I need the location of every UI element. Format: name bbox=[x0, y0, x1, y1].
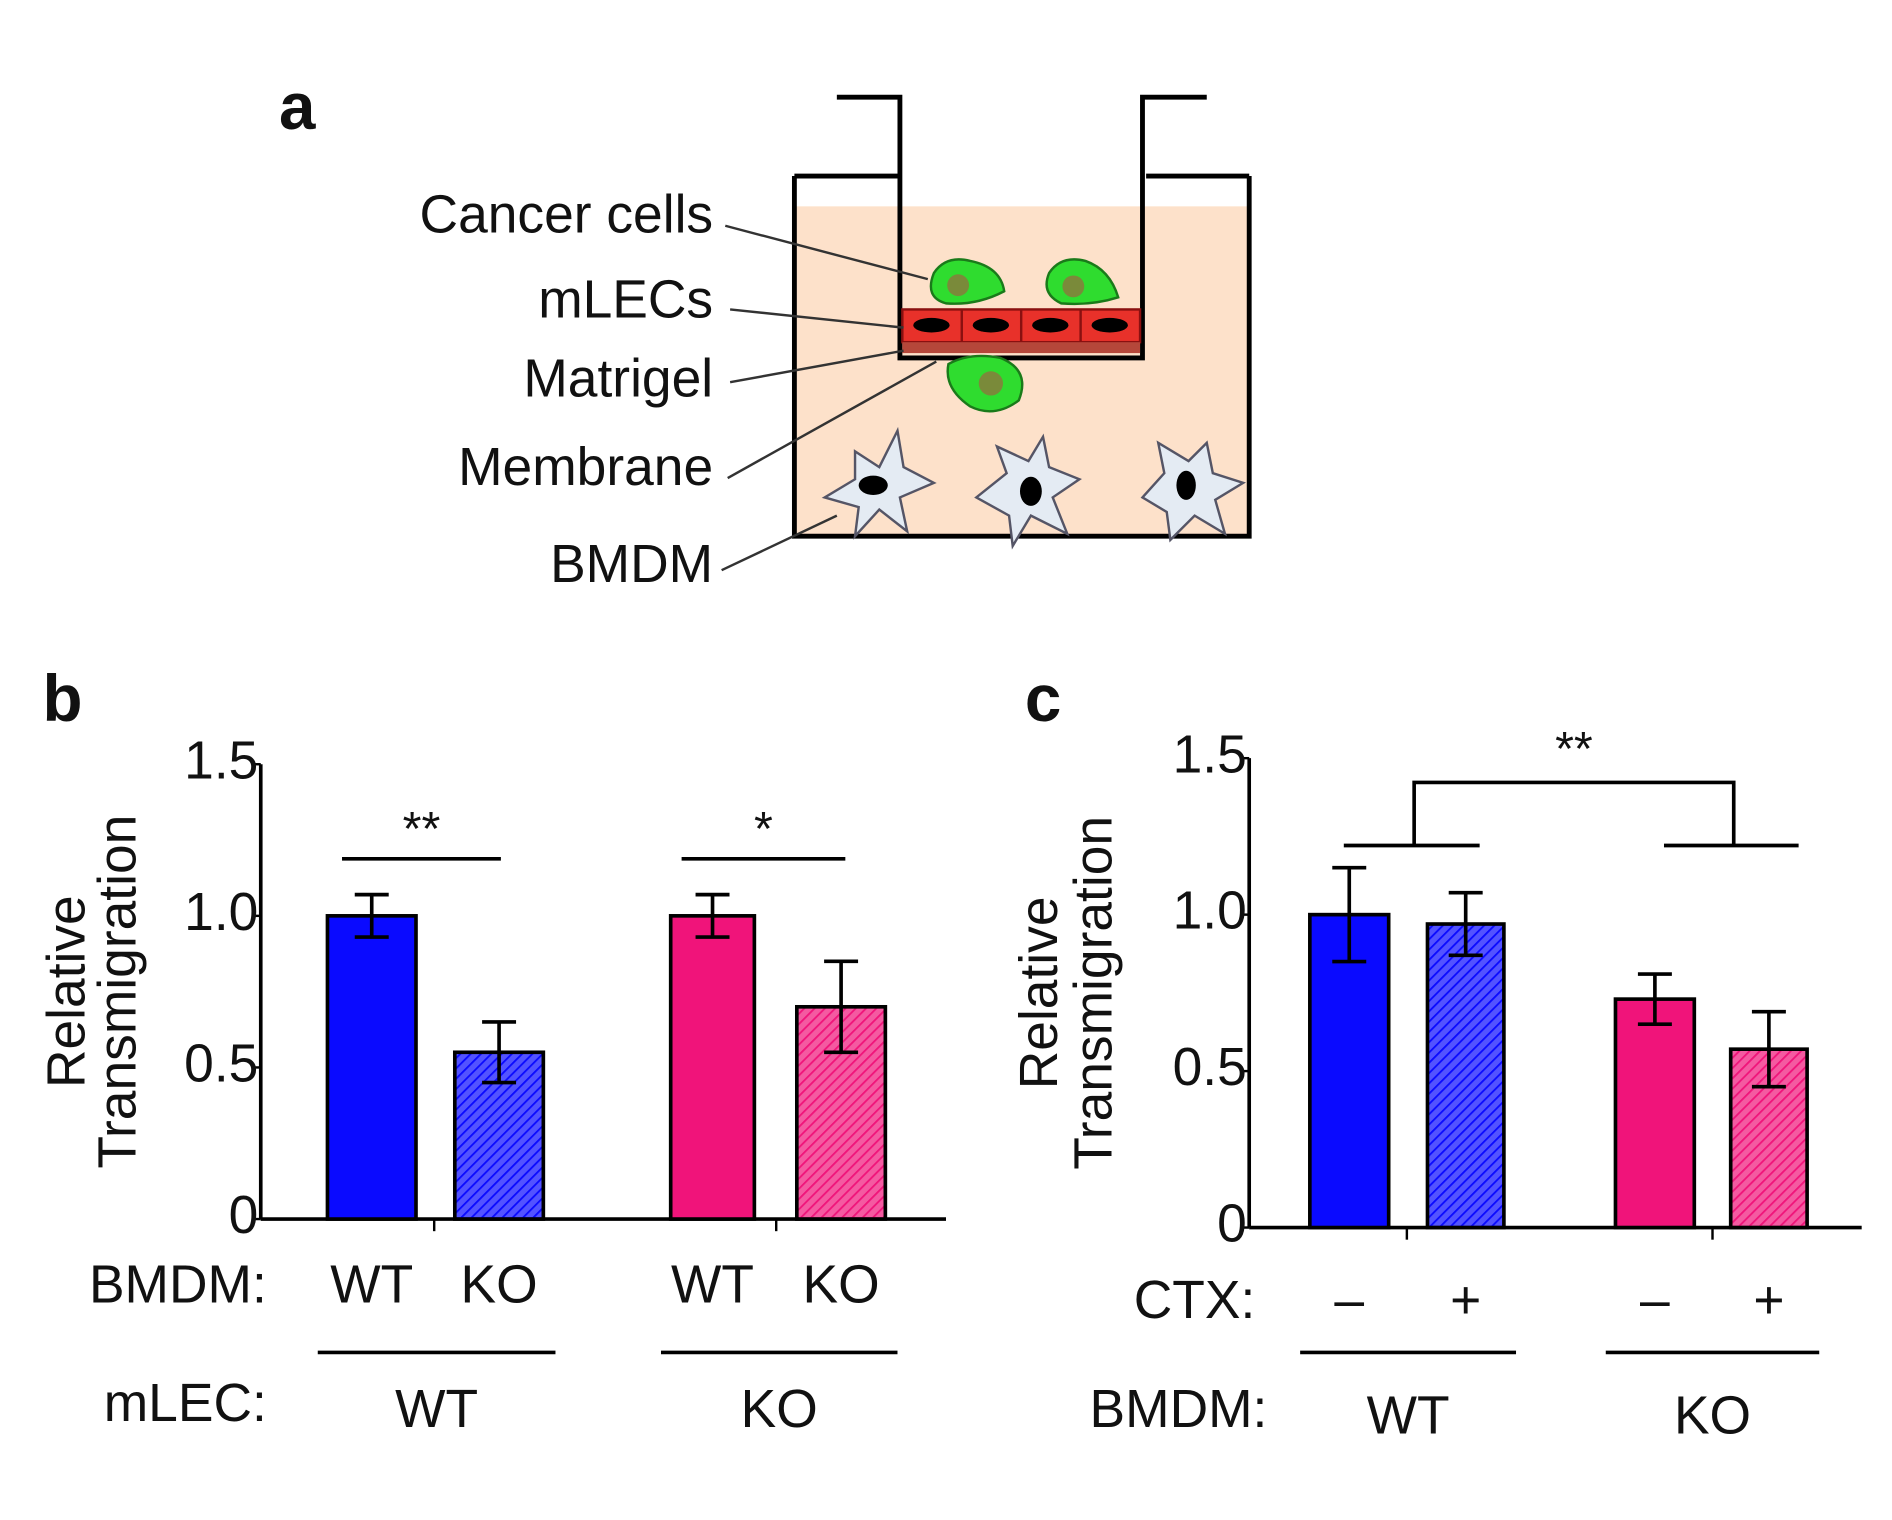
diagram-label: Matrigel bbox=[523, 349, 713, 408]
transwell-diagram: Cancer cells mLECs Matrigel Membrane BMD… bbox=[420, 94, 1252, 594]
y-axis-label: Transmigration bbox=[88, 815, 147, 1169]
y-tick-label: 0.5 bbox=[1173, 1038, 1247, 1097]
x-tick-label: WT bbox=[330, 1255, 413, 1314]
bar bbox=[1613, 997, 1697, 1230]
y-tick-label: 1.5 bbox=[1173, 725, 1247, 784]
y-tick-label: 0 bbox=[1217, 1195, 1247, 1254]
y-tick-label: 1.5 bbox=[184, 731, 258, 790]
error-bar bbox=[1637, 972, 1672, 1026]
error-bar bbox=[482, 1020, 517, 1085]
diagram-label: BMDM bbox=[550, 535, 713, 594]
bar bbox=[1308, 912, 1391, 1230]
category-row-label: CTX: bbox=[1134, 1271, 1256, 1330]
y-axis-label: Transmigration bbox=[1065, 816, 1124, 1170]
category-row-label: BMDM: bbox=[89, 1255, 267, 1314]
x-tick-label: – bbox=[1640, 1271, 1670, 1330]
bar bbox=[1425, 922, 1506, 1230]
insert bbox=[836, 94, 1207, 361]
x-tick-label: + bbox=[1450, 1271, 1481, 1330]
x-tick-label: + bbox=[1753, 1271, 1784, 1330]
diagram-label: mLECs bbox=[538, 270, 713, 329]
group-row-label: mLEC: bbox=[104, 1374, 267, 1433]
significance-label: ** bbox=[403, 802, 441, 856]
error-bar bbox=[695, 892, 730, 939]
panel-label: c bbox=[1025, 662, 1061, 735]
group-label: WT bbox=[1367, 1386, 1450, 1445]
bar bbox=[325, 914, 418, 1221]
group-label: WT bbox=[395, 1380, 478, 1439]
y-tick-label: 1.0 bbox=[184, 883, 258, 942]
diagram-label: Membrane bbox=[458, 438, 713, 497]
error-bar bbox=[824, 959, 859, 1055]
y-tick-label: 0 bbox=[229, 1186, 259, 1245]
y-tick-label: 0.5 bbox=[184, 1035, 258, 1094]
leader-lines bbox=[721, 224, 937, 572]
significance-label: ** bbox=[1555, 722, 1593, 776]
error-bar bbox=[354, 892, 389, 939]
cancer-cell bbox=[929, 258, 1120, 413]
error-bar bbox=[1751, 1009, 1786, 1089]
diagram-label: Cancer cells bbox=[420, 186, 714, 245]
mlec-layer bbox=[901, 308, 1142, 354]
panel-label: a bbox=[279, 70, 316, 143]
y-tick-label: 1.0 bbox=[1173, 882, 1247, 941]
bmdm-cells bbox=[821, 426, 1247, 550]
significance-label: * bbox=[754, 802, 773, 856]
error-bar bbox=[1332, 865, 1367, 964]
group-label: KO bbox=[1674, 1386, 1751, 1445]
group-row-label: BMDM: bbox=[1090, 1380, 1268, 1439]
x-tick-label: – bbox=[1334, 1271, 1364, 1330]
significance-bracket bbox=[1343, 780, 1799, 848]
x-tick-label: KO bbox=[461, 1255, 538, 1314]
error-bar bbox=[1448, 890, 1483, 958]
bar bbox=[452, 1050, 546, 1221]
well bbox=[791, 173, 1252, 539]
y-axis-label: Relative bbox=[1010, 896, 1069, 1089]
x-tick-label: WT bbox=[671, 1255, 754, 1314]
matrigel bbox=[902, 342, 1141, 354]
bar bbox=[668, 914, 757, 1221]
group-label: KO bbox=[741, 1380, 818, 1439]
panel-label: b bbox=[42, 662, 82, 735]
x-tick-label: KO bbox=[803, 1255, 880, 1314]
y-axis-label: Relative bbox=[37, 895, 96, 1088]
